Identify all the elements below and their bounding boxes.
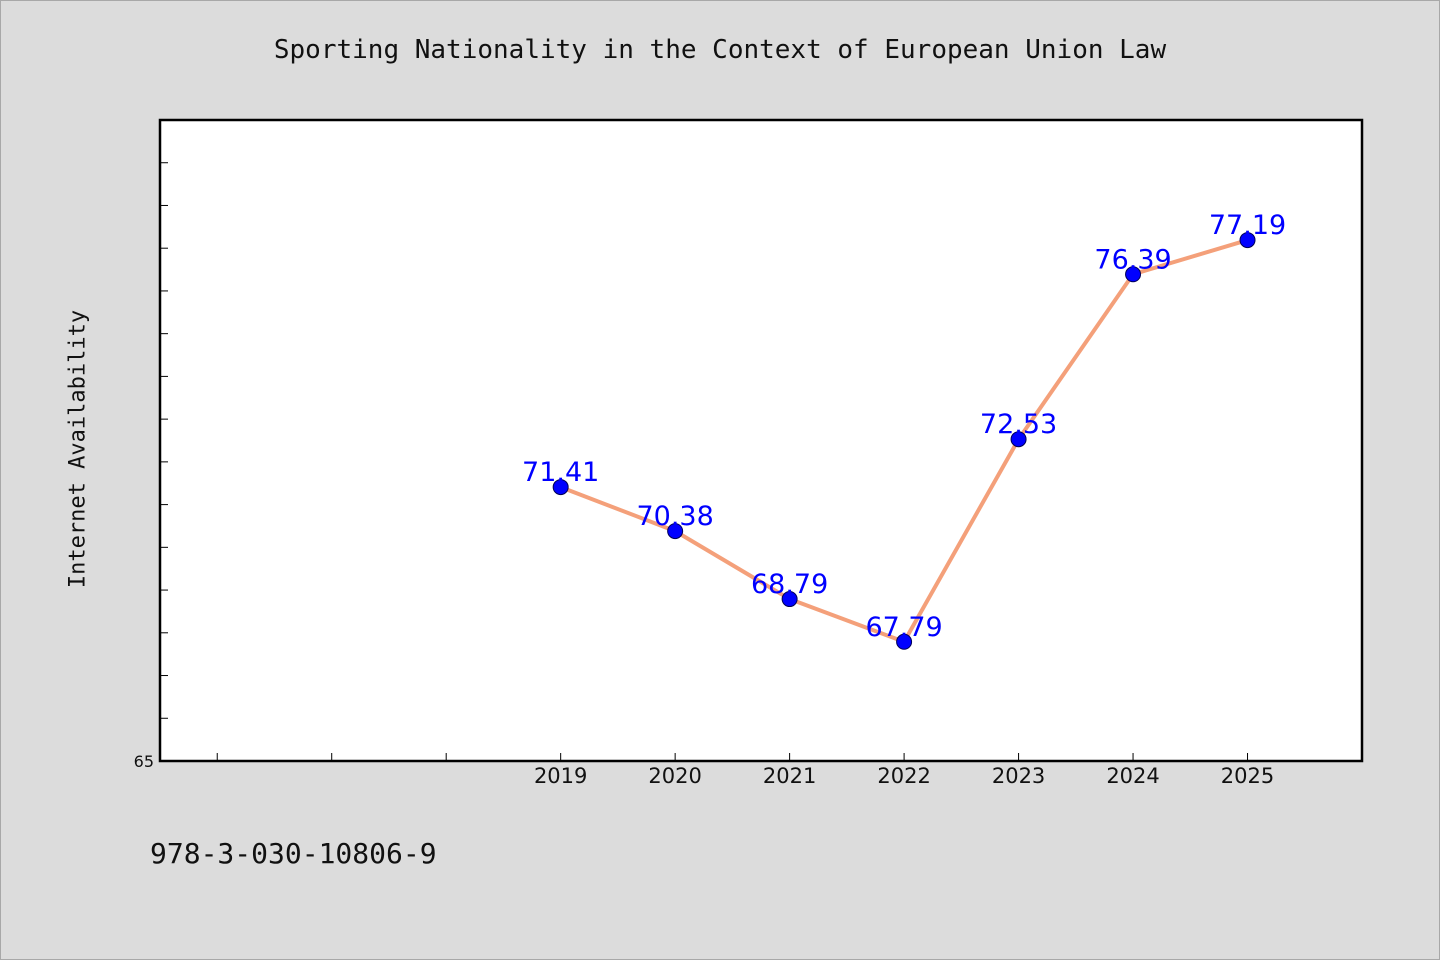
x-axis-ticks <box>216 753 1249 761</box>
x-axis-tick-labels: 2019 2020 2021 2022 2023 2024 2025 <box>534 764 1274 788</box>
data-point <box>1125 266 1142 283</box>
data-label: 67.79 <box>865 612 942 643</box>
isbn-footer: 978-3-030-10806-9 <box>150 837 437 870</box>
data-point <box>1010 431 1027 448</box>
data-point <box>667 523 684 540</box>
data-label: 70.38 <box>636 501 713 532</box>
data-point <box>552 479 569 496</box>
x-tick-label: 2024 <box>1106 764 1159 788</box>
data-label: 68.79 <box>751 569 828 600</box>
data-point <box>1239 232 1256 249</box>
x-tick-label: 2021 <box>763 764 816 788</box>
data-labels: 71.41 70.38 68.79 67.79 72.53 76.39 77.19 <box>522 210 1286 643</box>
data-label: 76.39 <box>1094 244 1171 275</box>
series-markers <box>552 232 1256 650</box>
x-tick-label: 2022 <box>877 764 930 788</box>
chart-title: Sporting Nationality in the Context of E… <box>273 35 1167 65</box>
x-tick-label: 2019 <box>534 764 587 788</box>
x-tick-label: 2025 <box>1221 764 1274 788</box>
x-tick-label: 2023 <box>992 764 1045 788</box>
data-label: 71.41 <box>522 457 599 488</box>
data-label: 77.19 <box>1209 210 1286 241</box>
data-label: 72.53 <box>980 409 1057 440</box>
data-point <box>896 633 913 650</box>
y-axis-ticks <box>160 119 168 762</box>
x-tick-label: 2020 <box>648 764 701 788</box>
y-tick-label: 65 <box>134 752 154 771</box>
data-point <box>781 591 798 608</box>
plot-area <box>158 118 1364 763</box>
